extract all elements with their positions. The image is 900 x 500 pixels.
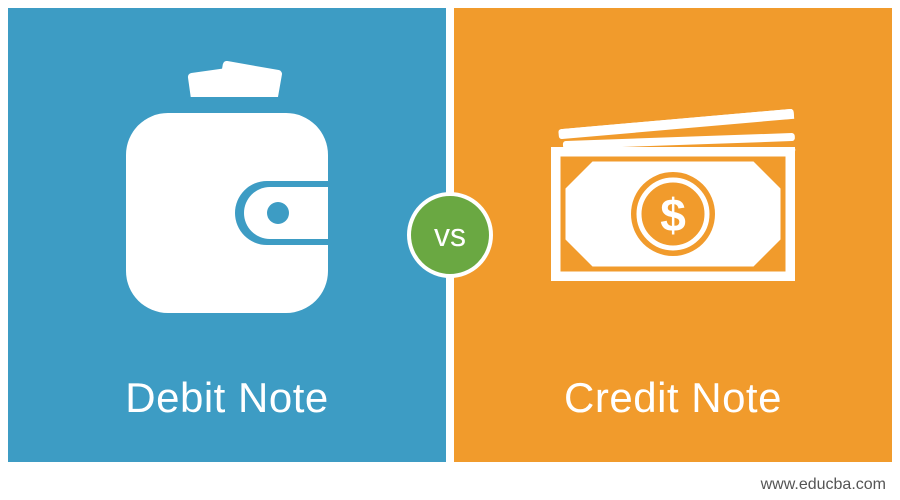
wallet-icon-area xyxy=(8,8,446,374)
vs-badge: vs xyxy=(407,192,493,278)
right-label: Credit Note xyxy=(564,374,782,462)
cash-icon-area: $ xyxy=(454,8,892,374)
vs-text: vs xyxy=(434,217,466,254)
svg-text:$: $ xyxy=(660,189,686,241)
wallet-icon xyxy=(112,61,342,321)
attribution-text: www.educba.com xyxy=(761,476,886,494)
left-label: Debit Note xyxy=(125,374,328,462)
left-panel: Debit Note xyxy=(8,8,446,462)
right-panel: $ Credit Note xyxy=(454,8,892,462)
cash-icon: $ xyxy=(523,81,823,301)
